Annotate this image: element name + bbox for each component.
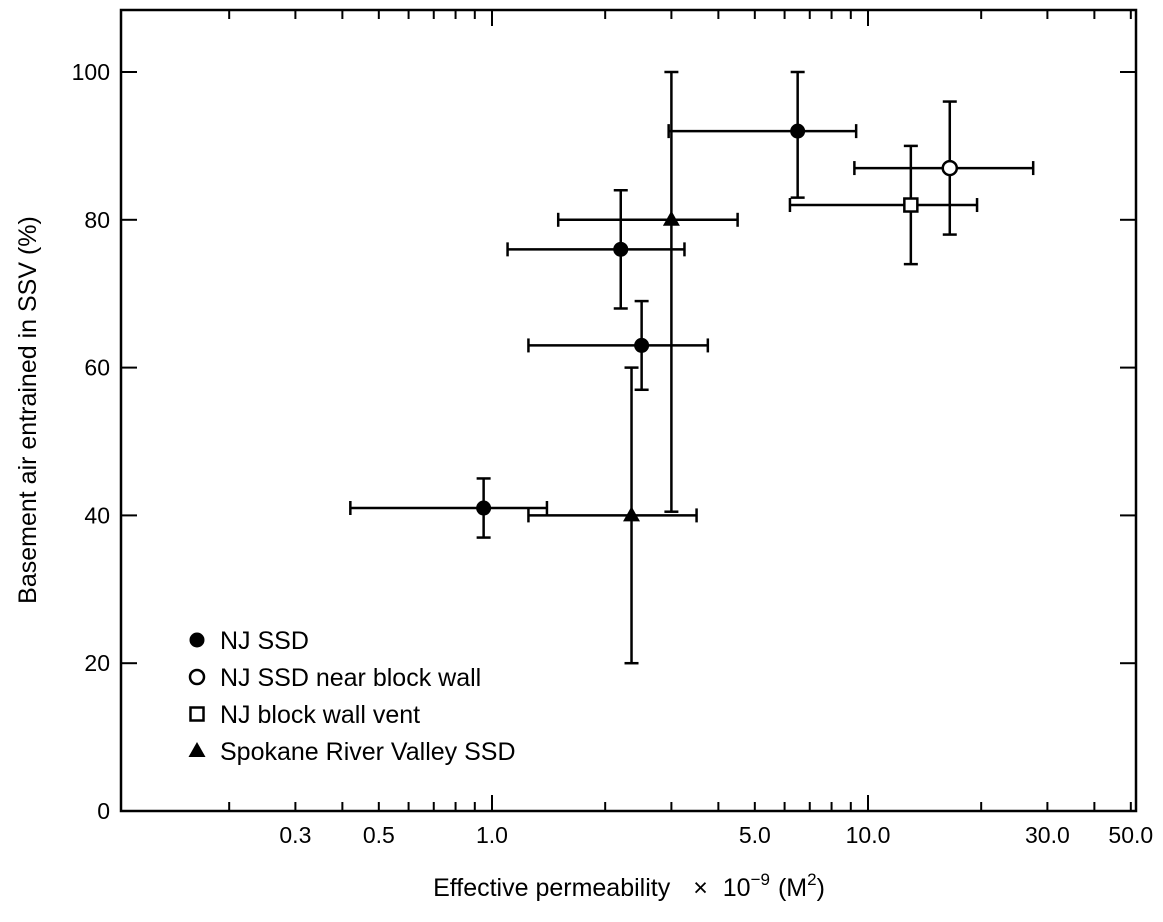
y-tick-label: 20 xyxy=(84,650,110,676)
data-point xyxy=(506,188,686,310)
legend-label: NJ SSD near block wall xyxy=(220,664,481,692)
y-tick-label: 100 xyxy=(72,59,110,85)
point-marker xyxy=(476,500,492,516)
data-point xyxy=(556,70,739,513)
x-axis-label: Effective permeability × 10−9 (M2) xyxy=(433,870,825,902)
y-axis-label: Basement air entrained in SSV (%) xyxy=(14,216,42,604)
data-point xyxy=(853,100,1035,236)
point-marker xyxy=(790,123,806,139)
data-point xyxy=(527,366,698,665)
x-axis-label-prefix: Effective permeability xyxy=(433,874,671,902)
y-axis: 0 20 40 60 80 100 xyxy=(72,59,1136,824)
y-tick-label: 80 xyxy=(84,207,110,233)
legend: NJ SSD NJ SSD near block wall NJ block wal… xyxy=(188,627,516,766)
legend-marker xyxy=(188,668,206,686)
data-point xyxy=(527,299,710,392)
point-marker xyxy=(623,506,641,522)
y-tick-label: 60 xyxy=(84,355,110,381)
point-marker xyxy=(613,241,629,257)
x-axis: 0.3 0.5 1.0 5.0 10.0 30.0 50.0 xyxy=(228,10,1153,848)
plot-frame xyxy=(119,8,1138,813)
x-tick-label: 0.3 xyxy=(279,822,311,848)
x-tick-label: 10.0 xyxy=(846,822,891,848)
legend-marker xyxy=(189,632,205,648)
x-tick-label: 0.5 xyxy=(363,822,395,848)
legend-marker xyxy=(189,706,205,722)
data-point xyxy=(788,144,979,266)
x-axis-label-times: × xyxy=(693,874,708,902)
legend-label: NJ SSD xyxy=(220,627,309,655)
data-point xyxy=(349,477,549,539)
legend-marker xyxy=(188,742,206,757)
y-tick-label: 0 xyxy=(97,798,110,824)
x-axis-label-unit-close: ) xyxy=(817,874,825,902)
legend-entry: NJ SSD xyxy=(189,627,309,655)
x-tick-label: 50.0 xyxy=(1108,822,1153,848)
data-points xyxy=(349,70,1035,665)
y-tick-label: 40 xyxy=(84,502,110,528)
x-axis-label-unit-exponent: 2 xyxy=(807,870,816,889)
x-axis-label-exponent: −9 xyxy=(751,870,770,889)
legend-label: Spokane River Valley SSD xyxy=(220,738,516,766)
x-axis-label-unit-open: (M xyxy=(778,874,807,902)
x-tick-label: 1.0 xyxy=(476,822,508,848)
point-marker xyxy=(634,337,650,353)
x-tick-label: 5.0 xyxy=(739,822,771,848)
point-marker xyxy=(941,159,959,177)
x-axis-label-base: 10 xyxy=(723,874,751,902)
point-marker xyxy=(662,210,680,226)
legend-entry: NJ SSD near block wall xyxy=(188,664,481,692)
legend-label: NJ block wall vent xyxy=(220,701,420,729)
data-point xyxy=(667,70,858,199)
legend-entry: NJ block wall vent xyxy=(189,701,420,729)
point-marker xyxy=(903,197,919,213)
legend-entry: Spokane River Valley SSD xyxy=(188,738,516,766)
x-tick-label: 30.0 xyxy=(1025,822,1070,848)
